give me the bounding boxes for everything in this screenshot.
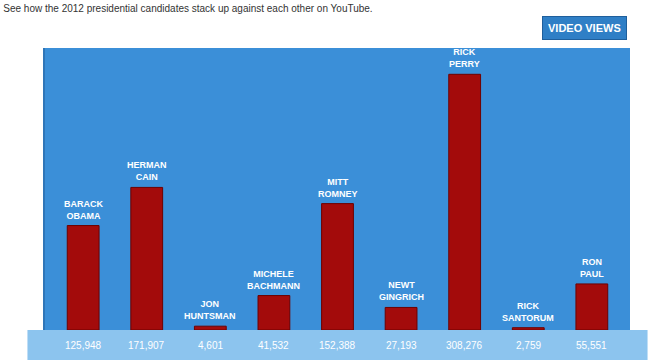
svg-text:125,948: 125,948 [65, 340, 102, 351]
svg-text:VIDEO VIEWS: VIDEO VIEWS [548, 22, 621, 34]
svg-text:RICKSANTORUM: RICKSANTORUM [502, 301, 554, 323]
svg-text:RICKPERRY: RICKPERRY [449, 47, 480, 69]
svg-text:HERMANCAIN: HERMANCAIN [127, 160, 167, 182]
svg-text:41,532: 41,532 [258, 340, 289, 351]
svg-text:JONHUNTSMAN: JONHUNTSMAN [184, 299, 236, 321]
svg-text:BARACKOBAMA: BARACKOBAMA [64, 199, 103, 221]
svg-text:4,601: 4,601 [198, 340, 223, 351]
svg-text:152,388: 152,388 [319, 340, 356, 351]
svg-text:RONPAUL: RONPAUL [580, 257, 604, 279]
svg-text:55,551: 55,551 [576, 340, 607, 351]
svg-text:308,276: 308,276 [446, 340, 483, 351]
svg-text:MICHELEBACHMANN: MICHELEBACHMANN [247, 269, 300, 291]
svg-text:27,193: 27,193 [386, 340, 417, 351]
svg-text:NEWTGINGRICH: NEWTGINGRICH [379, 280, 424, 302]
svg-text:2,759: 2,759 [516, 340, 541, 351]
svg-text:171,907: 171,907 [128, 340, 165, 351]
svg-text:MITTROMNEY: MITTROMNEY [318, 177, 358, 199]
svg-text:See how the 2012 presidential: See how the 2012 presidential candidates… [3, 3, 372, 14]
